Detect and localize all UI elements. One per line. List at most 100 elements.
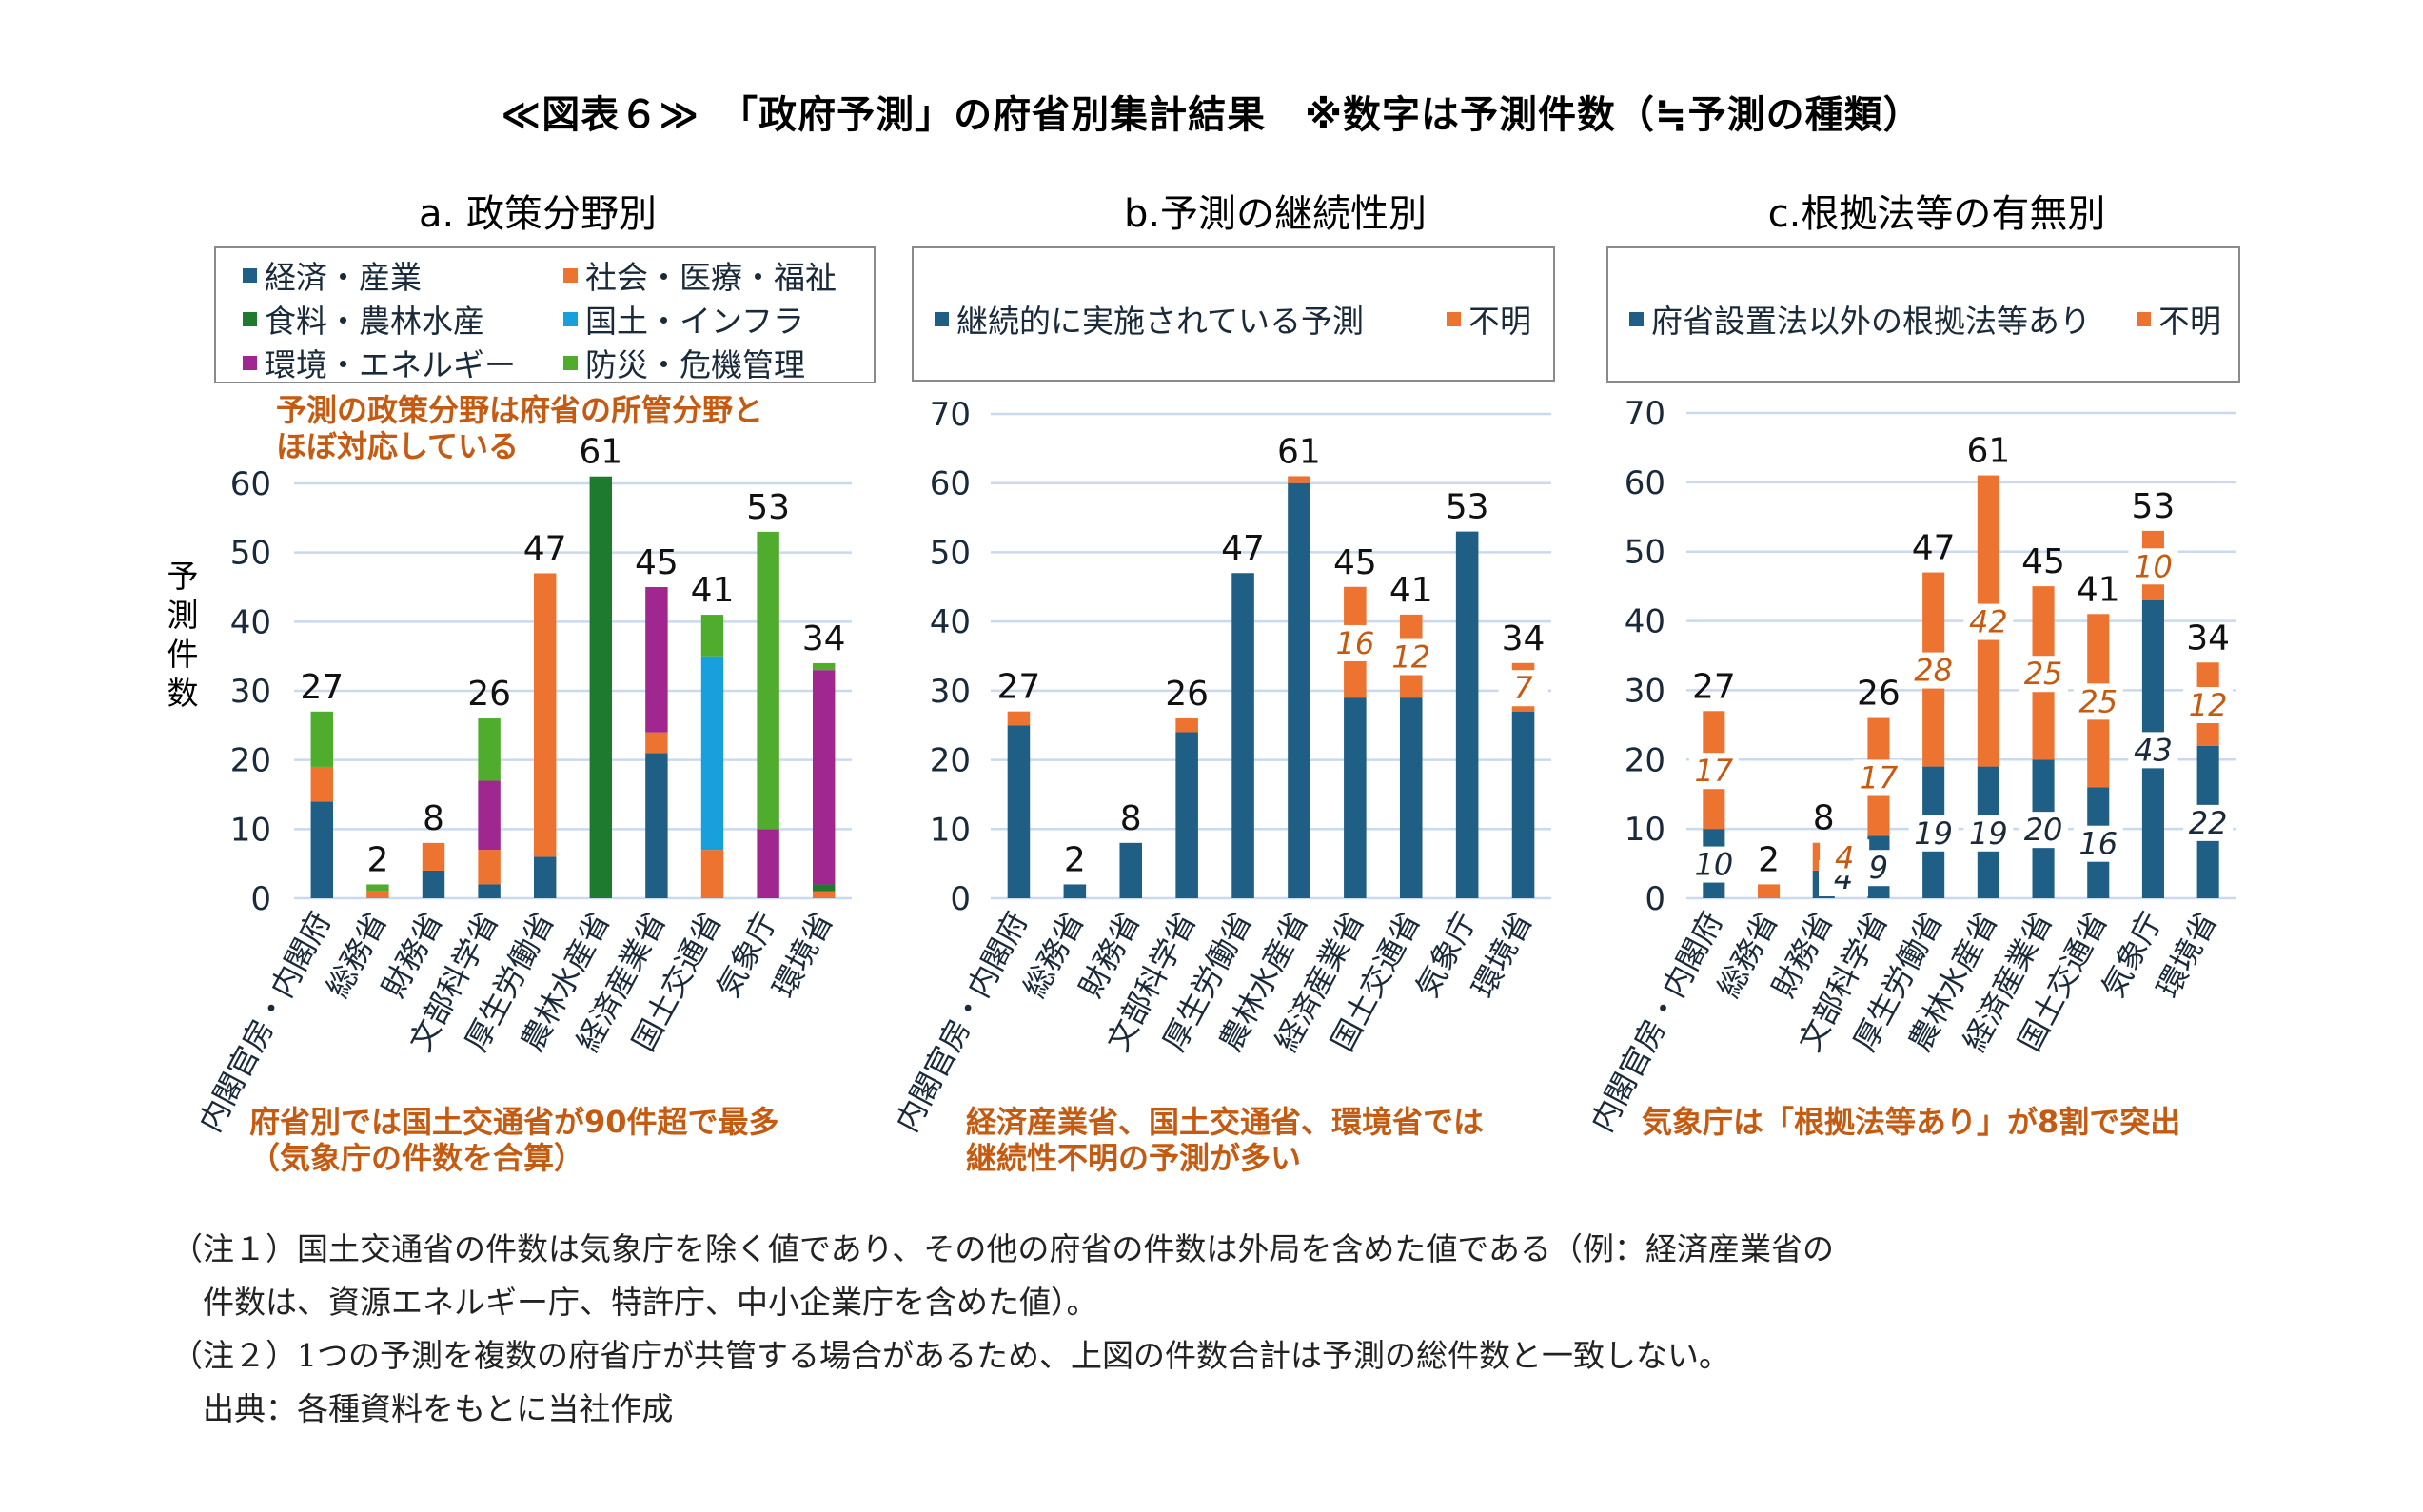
chart-c-ytick-label: 50	[1625, 534, 1665, 572]
chart-a-annotation-bottom: 府省別では国土交通省が90件超で最多 （気象庁の件数を合算）	[249, 1104, 779, 1176]
chart-c-segment-label: 10	[1694, 847, 1733, 883]
annotation-line: 経済産業省、国土交通省、環境省では	[966, 1104, 1485, 1140]
chart-b-bar-segment-continuous	[1007, 725, 1031, 898]
chart-c-ytick-label: 60	[1625, 464, 1665, 502]
legend-swatch-unknown	[1447, 311, 1461, 326]
chart-c-segment-label: 19	[1969, 815, 2008, 852]
chart-b-category-label: 内閣官房・内閣府	[889, 906, 1035, 1138]
footnote-1: （注１）国土交通省の件数は気象庁を除く値であり、その他の府省の件数は外局を含めた…	[171, 1230, 1835, 1267]
chart-a-ylabel: 予測件数	[167, 558, 199, 712]
chart-c-segment-label-bg	[1820, 839, 1870, 876]
chart-a-bar-segment-social	[533, 573, 557, 857]
chart-c-segment-label: 42	[1969, 604, 2008, 640]
chart-c-segment-label-bg	[1853, 759, 1903, 796]
legend-label: 食料・農林水産	[265, 303, 484, 340]
chart-a-ytick-label: 50	[230, 535, 271, 573]
legend-label: 経済・産業	[265, 259, 422, 296]
chart-b-segment-label: 12	[1391, 639, 1430, 676]
chart-a-bar-segment-economy	[310, 801, 334, 898]
footnote-1-cont: 件数は、資源エネルギー庁、特許庁、中小企業庁を含めた値）。	[171, 1284, 1098, 1321]
legend-swatch-continuous	[935, 311, 949, 326]
chart-a-total-label: 45	[635, 543, 679, 582]
chart-b-bar-segment-unknown	[1175, 717, 1198, 733]
chart-b-total-label: 27	[997, 668, 1041, 707]
chart-a-ytick-label: 30	[230, 673, 271, 711]
legend-swatch-social	[563, 267, 578, 283]
chart-a-bar-segment-social	[422, 842, 445, 871]
chart-a-category-label: 内閣官房・内閣府	[192, 906, 339, 1138]
chart-c-segment-label: 20	[2024, 812, 2063, 848]
chart-a-bar-segment-disaster	[310, 711, 334, 767]
chart-a-title: a. 政策分野別	[419, 192, 657, 236]
chart-a-total-label: 61	[579, 433, 622, 472]
chart-c-legend: 府省設置法以外の根拠法等あり 不明	[1606, 246, 2240, 383]
chart-c-total-label: 53	[2132, 487, 2176, 526]
chart-a-bar-segment-social	[310, 766, 334, 802]
legend-swatch-lawbased	[1629, 311, 1644, 326]
chart-b-total-label: 26	[1165, 675, 1209, 714]
chart-a-total-label: 34	[802, 619, 846, 658]
chart-c-total-label: 61	[1966, 432, 2010, 471]
legend-item-unknown: 不明	[2137, 296, 2221, 342]
chart-c-segment-label-bg	[1908, 652, 1959, 689]
chart-b-total-label: 45	[1333, 543, 1377, 582]
chart-a-bar-segment-social	[478, 850, 501, 885]
chart-c-segment-label-bg	[2183, 687, 2234, 723]
legend-swatch-economy	[243, 267, 257, 283]
chart-c-segment-label-bg	[2128, 548, 2178, 585]
chart-c-ytick-label: 10	[1625, 811, 1665, 849]
chart-a-ytick-label: 40	[230, 603, 271, 641]
legend-item-disaster: 防災・危機管理	[563, 340, 805, 385]
chart-c-segment-label: 25	[2024, 656, 2063, 692]
chart-c-total-label: 2	[1758, 840, 1780, 879]
chart-c-ytick-label: 0	[1645, 880, 1665, 918]
chart-b-segment-label-bg	[1498, 670, 1548, 707]
chart-b-ytick-label: 20	[930, 742, 971, 780]
chart-b-segment-label-bg	[1330, 624, 1380, 661]
chart-c-total-label: 27	[1692, 667, 1736, 706]
chart-b-total-label: 41	[1389, 571, 1433, 610]
legend-item-continuous: 継続的に実施されている予測	[935, 296, 1364, 342]
chart-a-bar-segment-environment	[478, 780, 501, 851]
annotation-line: ほぼ対応している	[276, 428, 520, 464]
chart-c-segment-label: 12	[2189, 687, 2228, 723]
legend-swatch-environment	[243, 355, 257, 370]
chart-b-segment-label: 7	[1513, 670, 1533, 706]
legend-swatch-unknown	[2137, 311, 2151, 326]
chart-a-ytick-label: 10	[230, 811, 271, 849]
footnote-2: （注２）1つの予測を複数の府省庁が共管する場合があるため、上図の件数合計は予測の…	[171, 1337, 1730, 1374]
chart-c-segment-label-bg	[2073, 683, 2123, 720]
chart-a-total-label: 26	[467, 675, 511, 714]
chart-c-segment-label-bg	[2073, 825, 2123, 862]
chart-c-bar-segment-unknown	[1758, 884, 1781, 898]
annotation-line: （気象庁の件数を合算）	[249, 1140, 585, 1176]
chart-a-bar-segment-disaster	[366, 884, 389, 892]
chart-c-segment-label: 16	[2078, 826, 2118, 862]
chart-c-segment-label: 10	[2134, 548, 2173, 584]
footnotes: （注１）国土交通省の件数は気象庁を除く値であり、その他の府省の件数は外局を含めた…	[171, 1223, 1834, 1436]
annotation-line: 継続性不明の予測が多い	[966, 1140, 1302, 1176]
chart-c-annotation-bottom: 気象庁は「根拠法等あり」が8割で突出	[1642, 1104, 2180, 1140]
chart-c-segment-label-bg	[1908, 815, 1959, 852]
chart-b-bar-segment-unknown	[1288, 476, 1310, 483]
chart-b-ytick-label: 0	[950, 880, 971, 918]
chart-c-segment-label: 25	[2078, 683, 2118, 719]
chart-c-segment-label-bg	[2019, 656, 2069, 693]
chart-b-annotation-bottom: 経済産業省、国土交通省、環境省では 継続性不明の予測が多い	[966, 1104, 1484, 1176]
annotation-line: 予測の政策分野は府省の所管分野と	[276, 392, 764, 428]
chart-a-bar-segment-social	[700, 850, 724, 898]
chart-c-segment-label-bg	[1963, 815, 2014, 852]
legend-swatch-disaster	[563, 355, 578, 370]
chart-b-total-label: 61	[1277, 432, 1321, 471]
chart-a-ytick-label: 0	[250, 880, 271, 918]
legend-label: 環境・エネルギー	[265, 346, 516, 383]
chart-c-total-label: 34	[2186, 619, 2230, 658]
legend-label: 国土・インフラ	[585, 303, 805, 340]
chart-b-total-label: 53	[1446, 488, 1489, 527]
chart-a-bar-segment-economy	[533, 856, 557, 898]
legend-item-social: 社会・医療・福祉	[563, 252, 837, 298]
chart-b-bar-segment-continuous	[1288, 482, 1310, 898]
legend-item-economy: 経済・産業	[243, 252, 422, 298]
chart-b-ytick-label: 40	[930, 603, 971, 641]
